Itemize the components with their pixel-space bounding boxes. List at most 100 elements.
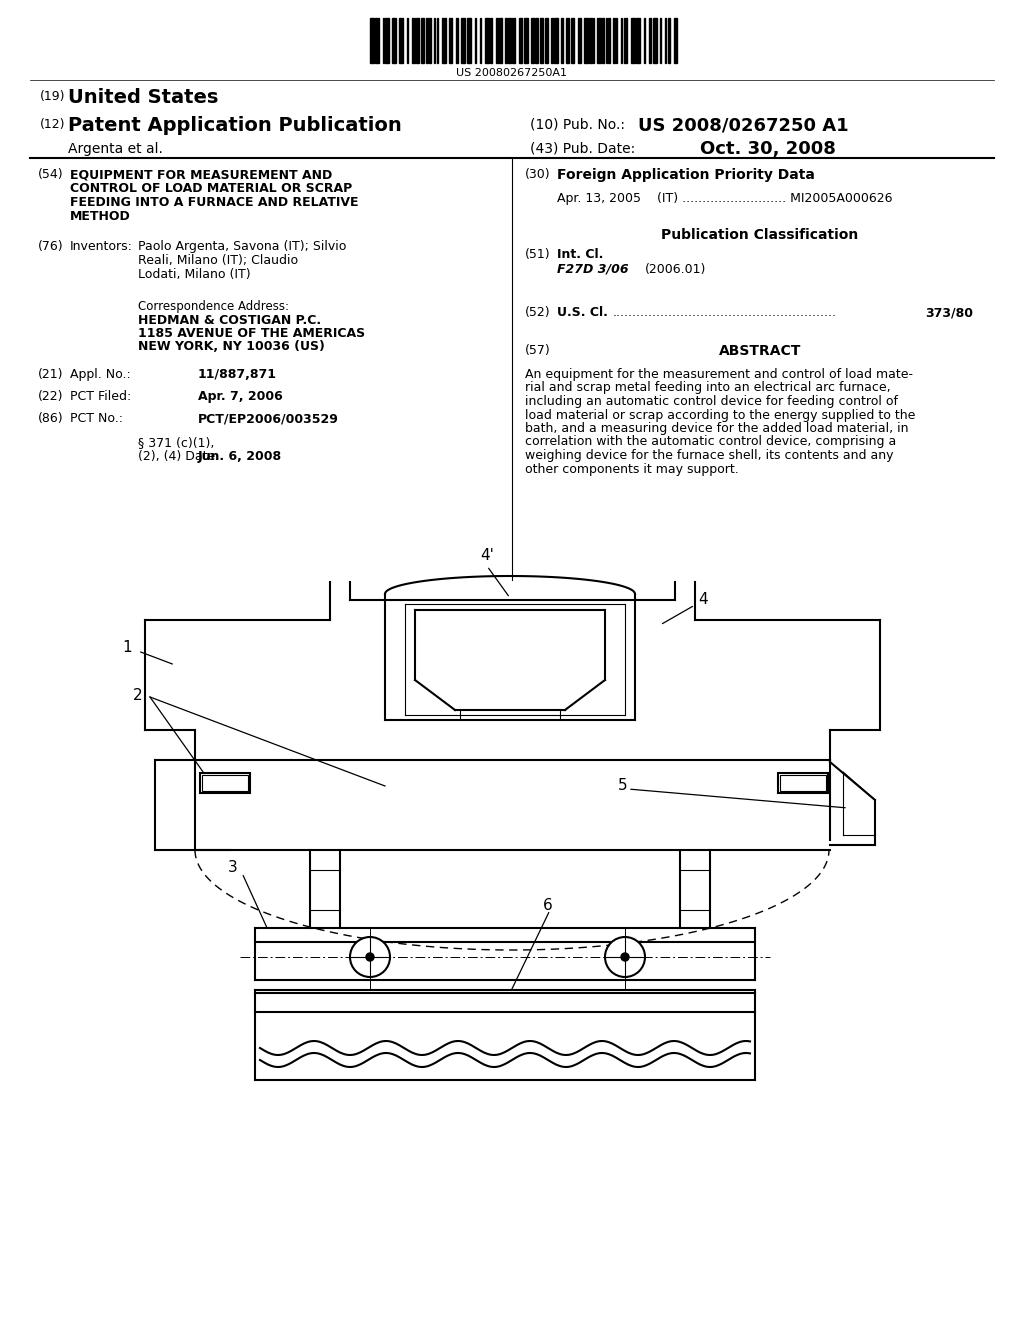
Bar: [649, 18, 650, 63]
Bar: [416, 18, 419, 63]
Bar: [637, 18, 640, 63]
Bar: [561, 18, 563, 63]
Bar: [490, 18, 492, 63]
Text: other components it may support.: other components it may support.: [525, 462, 738, 475]
Circle shape: [366, 953, 374, 961]
Text: EQUIPMENT FOR MEASUREMENT AND: EQUIPMENT FOR MEASUREMENT AND: [70, 168, 332, 181]
Circle shape: [350, 937, 390, 977]
Bar: [467, 18, 471, 63]
Text: (21): (21): [38, 368, 63, 381]
Text: 1185 AVENUE OF THE AMERICAS: 1185 AVENUE OF THE AMERICAS: [138, 327, 366, 341]
Text: U.S. Cl.: U.S. Cl.: [557, 306, 608, 319]
Text: § 371 (c)(1),: § 371 (c)(1),: [138, 436, 214, 449]
Bar: [566, 18, 568, 63]
Bar: [584, 18, 588, 63]
Text: United States: United States: [68, 88, 218, 107]
Bar: [616, 18, 617, 63]
Text: Foreign Application Priority Data: Foreign Application Priority Data: [557, 168, 815, 182]
Text: 5: 5: [618, 777, 628, 792]
Bar: [778, 774, 828, 793]
Bar: [531, 18, 534, 63]
Bar: [508, 18, 511, 63]
Text: ABSTRACT: ABSTRACT: [719, 345, 801, 358]
Text: ........................................................: ........................................…: [613, 306, 837, 319]
Bar: [659, 18, 660, 63]
Text: PCT/EP2006/003529: PCT/EP2006/003529: [198, 412, 339, 425]
Bar: [434, 18, 435, 63]
Bar: [421, 18, 424, 63]
Text: (86): (86): [38, 412, 63, 425]
Bar: [375, 18, 379, 63]
Text: US 2008/0267250 A1: US 2008/0267250 A1: [638, 116, 849, 135]
Text: rial and scrap metal feeding into an electrical arc furnace,: rial and scrap metal feeding into an ele…: [525, 381, 891, 395]
Text: correlation with the automatic control device, comprising a: correlation with the automatic control d…: [525, 436, 896, 449]
Bar: [632, 18, 635, 63]
Text: PCT No.:: PCT No.:: [70, 412, 123, 425]
Text: Reali, Milano (IT); Claudio: Reali, Milano (IT); Claudio: [138, 253, 298, 267]
Bar: [571, 18, 573, 63]
Text: (57): (57): [525, 345, 551, 356]
Bar: [429, 18, 431, 63]
Text: Appl. No.:: Appl. No.:: [70, 368, 131, 381]
Text: (54): (54): [38, 168, 63, 181]
Text: NEW YORK, NY 10036 (US): NEW YORK, NY 10036 (US): [138, 341, 325, 352]
Text: An equipment for the measurement and control of load mate-: An equipment for the measurement and con…: [525, 368, 913, 381]
Text: bath, and a measuring device for the added load material, in: bath, and a measuring device for the add…: [525, 422, 908, 436]
Bar: [441, 18, 445, 63]
Bar: [578, 18, 582, 63]
Text: Patent Application Publication: Patent Application Publication: [68, 116, 401, 135]
Text: HEDMAN & COSTIGAN P.C.: HEDMAN & COSTIGAN P.C.: [138, 314, 322, 327]
Bar: [551, 18, 553, 63]
Bar: [589, 18, 592, 63]
Bar: [450, 18, 452, 63]
Bar: [426, 18, 428, 63]
Text: PCT Filed:: PCT Filed:: [70, 389, 131, 403]
Text: (76): (76): [38, 240, 63, 253]
Bar: [541, 18, 543, 63]
Bar: [624, 18, 628, 63]
Text: Lodati, Milano (IT): Lodati, Milano (IT): [138, 268, 251, 281]
Text: Paolo Argenta, Savona (IT); Silvio: Paolo Argenta, Savona (IT); Silvio: [138, 240, 346, 253]
Text: FEEDING INTO A FURNACE AND RELATIVE: FEEDING INTO A FURNACE AND RELATIVE: [70, 195, 358, 209]
Bar: [385, 18, 389, 63]
Bar: [622, 18, 623, 63]
Text: (12): (12): [40, 117, 66, 131]
Bar: [593, 18, 594, 63]
Bar: [200, 774, 250, 793]
Text: (10) Pub. No.:: (10) Pub. No.:: [530, 117, 630, 132]
Bar: [644, 18, 645, 63]
Circle shape: [621, 953, 629, 961]
Text: (2), (4) Date:: (2), (4) Date:: [138, 450, 219, 463]
Text: CONTROL OF LOAD MATERIAL OR SCRAP: CONTROL OF LOAD MATERIAL OR SCRAP: [70, 182, 352, 195]
Bar: [780, 775, 826, 791]
Text: 2: 2: [133, 688, 143, 702]
Text: Publication Classification: Publication Classification: [662, 228, 859, 242]
Bar: [674, 18, 678, 63]
Text: weighing device for the furnace shell, its contents and any: weighing device for the furnace shell, i…: [525, 449, 894, 462]
Circle shape: [605, 937, 645, 977]
Bar: [399, 18, 403, 63]
Text: METHOD: METHOD: [70, 210, 131, 223]
Text: (19): (19): [40, 90, 66, 103]
Text: (52): (52): [525, 306, 551, 319]
Bar: [669, 18, 670, 63]
Text: (30): (30): [525, 168, 551, 181]
Bar: [606, 18, 607, 63]
Text: 373/80: 373/80: [925, 306, 973, 319]
Bar: [523, 18, 527, 63]
Text: Oct. 30, 2008: Oct. 30, 2008: [700, 140, 836, 158]
Text: Apr. 7, 2006: Apr. 7, 2006: [198, 389, 283, 403]
Bar: [500, 18, 502, 63]
Text: load material or scrap according to the energy supplied to the: load material or scrap according to the …: [525, 408, 915, 421]
Bar: [370, 18, 374, 63]
Bar: [485, 18, 489, 63]
Bar: [475, 18, 476, 63]
Text: Int. Cl.: Int. Cl.: [557, 248, 603, 261]
Text: US 20080267250A1: US 20080267250A1: [457, 69, 567, 78]
Text: Apr. 13, 2005    (IT) .......................... MI2005A000626: Apr. 13, 2005 (IT) .....................…: [557, 191, 893, 205]
Bar: [512, 18, 515, 63]
Text: (43) Pub. Date:: (43) Pub. Date:: [530, 143, 635, 156]
Text: Argenta et al.: Argenta et al.: [68, 143, 163, 156]
Bar: [496, 18, 498, 63]
Bar: [392, 18, 395, 63]
